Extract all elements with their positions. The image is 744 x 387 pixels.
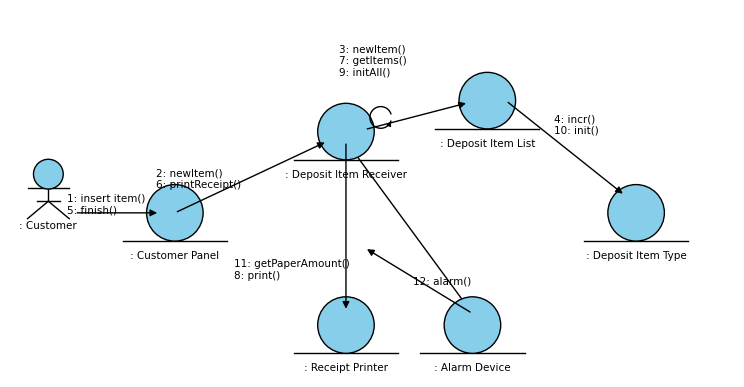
Text: 2: newItem()
6: printReceipt(): 2: newItem() 6: printReceipt() (156, 168, 241, 190)
Text: 12: alarm(): 12: alarm() (413, 277, 471, 287)
Text: : Alarm Device: : Alarm Device (434, 363, 510, 373)
Ellipse shape (318, 297, 374, 353)
Ellipse shape (33, 159, 63, 189)
Text: : Customer Panel: : Customer Panel (130, 251, 219, 261)
Text: : Receipt Printer: : Receipt Printer (304, 363, 388, 373)
Text: 1: insert item()
5: finish(): 1: insert item() 5: finish() (67, 194, 145, 215)
Text: : Deposit Item List: : Deposit Item List (440, 139, 535, 149)
Ellipse shape (444, 297, 501, 353)
Text: 11: getPaperAmount()
8: print(): 11: getPaperAmount() 8: print() (234, 259, 350, 281)
Ellipse shape (608, 185, 664, 241)
Text: 3: newItem()
7: getItems()
9: initAll(): 3: newItem() 7: getItems() 9: initAll() (339, 45, 406, 78)
Text: : Deposit Item Type: : Deposit Item Type (586, 251, 687, 261)
Text: : Deposit Item Receiver: : Deposit Item Receiver (285, 170, 407, 180)
Ellipse shape (147, 185, 203, 241)
Text: 4: incr()
10: init(): 4: incr() 10: init() (554, 114, 599, 136)
Ellipse shape (318, 103, 374, 160)
Ellipse shape (459, 72, 516, 129)
Text: : Customer: : Customer (19, 221, 77, 231)
